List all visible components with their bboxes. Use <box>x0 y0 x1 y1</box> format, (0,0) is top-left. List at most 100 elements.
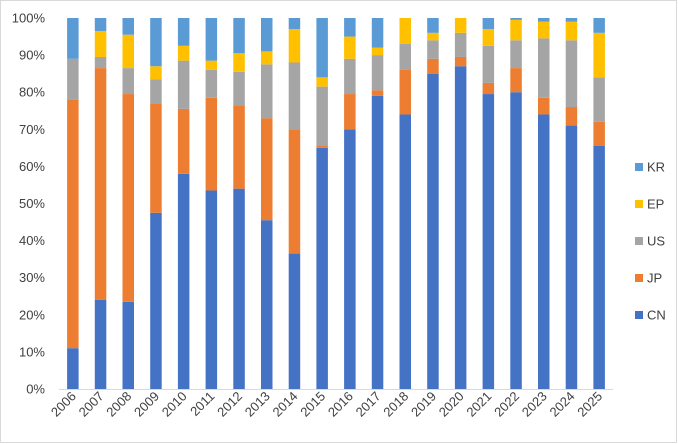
bar-segment-cn-2009 <box>150 212 162 389</box>
bar-segment-cn-2025 <box>593 145 605 389</box>
bar-segment-ep-2009 <box>150 66 162 80</box>
bar-segment-cn-2024 <box>565 125 578 389</box>
bar-segment-us-2021 <box>482 45 495 83</box>
bar-segment-cn-2014 <box>288 253 301 389</box>
x-tick-label: 2014 <box>270 389 301 420</box>
bar-segment-us-2007 <box>94 56 107 69</box>
bar-segment-ep-2012 <box>233 53 245 72</box>
bar-segment-us-2024 <box>565 40 578 108</box>
bar-segment-kr-2013 <box>261 18 273 52</box>
bar-segment-us-2009 <box>150 79 162 104</box>
bar-segment-ep-2020 <box>454 18 467 33</box>
bar-segment-ep-2014 <box>288 29 301 63</box>
bar-segment-us-2014 <box>288 62 301 130</box>
legend-label-ep: EP <box>647 197 664 212</box>
x-tick-label: 2024 <box>547 389 578 420</box>
bar-segment-us-2023 <box>538 38 550 98</box>
bar-segment-jp-2016 <box>344 94 356 130</box>
bar-segment-kr-2019 <box>427 18 439 33</box>
bar-segment-jp-2020 <box>454 56 467 67</box>
x-tick-label: 2006 <box>48 389 79 420</box>
bar-segment-ep-2013 <box>261 51 273 65</box>
bar-segment-kr-2011 <box>205 18 218 61</box>
x-tick-label: 2009 <box>131 389 162 420</box>
bar-segment-kr-2009 <box>150 18 162 67</box>
x-tick-label: 2013 <box>242 389 273 420</box>
legend-swatch-cn <box>635 311 643 319</box>
bar-segment-cn-2018 <box>399 114 411 390</box>
bar-segment-kr-2021 <box>482 18 495 30</box>
bar-segment-kr-2023 <box>538 18 550 22</box>
bar-segment-ep-2018 <box>399 18 411 44</box>
bar-segment-kr-2012 <box>233 18 245 54</box>
bar-segment-kr-2006 <box>67 18 79 59</box>
bar-segment-ep-2024 <box>565 21 578 41</box>
bar-segment-cn-2022 <box>510 92 522 389</box>
bar-segment-jp-2021 <box>482 82 495 95</box>
bar-segment-cn-2023 <box>538 114 550 390</box>
bar-segment-jp-2022 <box>510 68 522 93</box>
y-tick-label: 40% <box>19 233 45 248</box>
bar-segment-jp-2008 <box>122 94 134 302</box>
x-tick-label: 2020 <box>436 389 467 420</box>
bar-segment-jp-2013 <box>261 118 273 221</box>
y-tick-label: 30% <box>19 270 45 285</box>
bar-segment-jp-2009 <box>150 103 162 213</box>
bar-segment-cn-2016 <box>344 129 356 390</box>
legend-label-kr: KR <box>647 160 665 175</box>
bar-segment-cn-2015 <box>316 147 328 389</box>
bar-segment-jp-2011 <box>205 97 218 191</box>
bar-segment-ep-2023 <box>538 21 550 39</box>
axis-layer: 0%10%20%30%40%50%60%70%80%90%100%2006200… <box>12 11 613 420</box>
bar-segment-us-2017 <box>371 55 384 91</box>
bar-segment-us-2020 <box>454 32 467 57</box>
bar-segment-us-2011 <box>205 69 218 98</box>
bar-layer <box>67 18 605 390</box>
bar-segment-kr-2015 <box>316 18 328 78</box>
bar-segment-ep-2010 <box>177 45 190 61</box>
bar-segment-jp-2025 <box>593 121 605 146</box>
bar-segment-jp-2024 <box>565 107 578 126</box>
legend-swatch-jp <box>635 274 643 282</box>
bar-segment-ep-2011 <box>205 60 218 70</box>
bar-segment-cn-2006 <box>67 348 79 389</box>
x-tick-label: 2019 <box>408 389 439 420</box>
bar-segment-cn-2007 <box>94 299 107 389</box>
y-tick-label: 20% <box>19 307 45 322</box>
y-tick-label: 80% <box>19 85 45 100</box>
bar-segment-ep-2016 <box>344 36 356 59</box>
x-tick-label: 2012 <box>214 389 245 420</box>
bar-segment-us-2012 <box>233 71 245 106</box>
bar-segment-jp-2019 <box>427 58 439 74</box>
bar-segment-cn-2010 <box>177 173 190 389</box>
y-tick-label: 70% <box>19 122 45 137</box>
bar-segment-us-2018 <box>399 43 411 70</box>
bar-segment-kr-2024 <box>565 18 578 22</box>
x-tick-label: 2025 <box>574 389 605 420</box>
bar-segment-kr-2014 <box>288 18 301 30</box>
y-tick-label: 90% <box>19 48 45 63</box>
legend-label-jp: JP <box>647 271 662 286</box>
bar-segment-ep-2007 <box>94 30 107 57</box>
bar-segment-ep-2017 <box>371 47 384 56</box>
bar-segment-cn-2020 <box>454 66 467 389</box>
x-tick-label: 2016 <box>325 389 356 420</box>
bar-segment-cn-2011 <box>205 190 218 389</box>
bar-segment-cn-2013 <box>261 220 273 389</box>
bar-segment-jp-2014 <box>288 129 301 254</box>
bar-segment-jp-2017 <box>371 90 384 96</box>
bar-segment-kr-2022 <box>510 18 522 20</box>
legend-label-cn: CN <box>647 308 666 323</box>
bar-segment-us-2019 <box>427 40 439 59</box>
bar-segment-us-2008 <box>122 68 134 95</box>
bar-segment-kr-2007 <box>94 18 107 31</box>
bar-segment-us-2013 <box>261 64 273 119</box>
bar-segment-cn-2008 <box>122 301 134 389</box>
legend-swatch-ep <box>635 200 643 208</box>
x-tick-label: 2023 <box>519 389 550 420</box>
bar-segment-us-2016 <box>344 58 356 95</box>
bar-segment-ep-2025 <box>593 32 605 78</box>
bar-segment-ep-2022 <box>510 19 522 41</box>
